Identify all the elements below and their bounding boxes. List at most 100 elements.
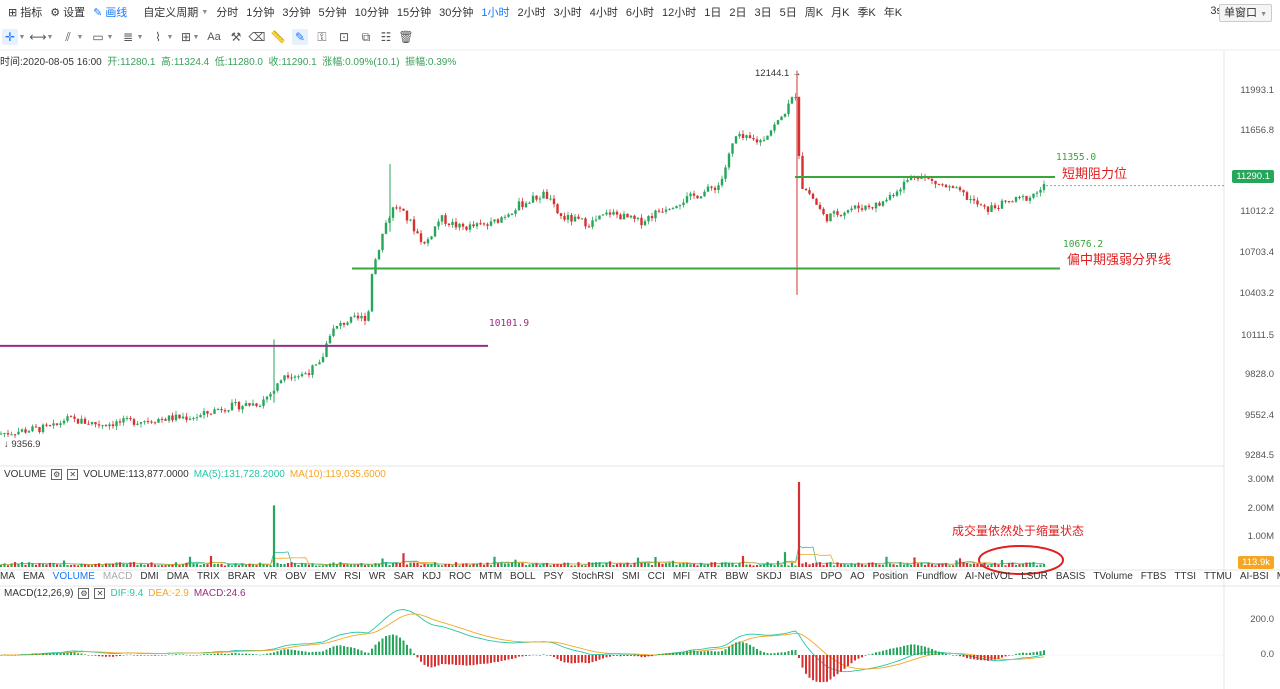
- period-分时[interactable]: 分时: [216, 7, 239, 19]
- indicator-tab-mtm[interactable]: MTM: [479, 571, 503, 582]
- trash-icon[interactable]: 🗑: [398, 30, 414, 44]
- period-12小时[interactable]: 12小时: [662, 7, 697, 19]
- indicator-tab-ttmu[interactable]: TTMU: [1204, 571, 1232, 582]
- trend-line-tool-icon[interactable]: ⫽: [65, 29, 71, 44]
- period-3小时[interactable]: 3小时: [553, 7, 582, 19]
- indicator-tab-tvolume[interactable]: TVolume: [1093, 571, 1133, 582]
- period-3日[interactable]: 3日: [754, 7, 772, 19]
- indicator-tab-fundflow[interactable]: Fundflow: [916, 571, 957, 582]
- indicator-tab-ai-bsi[interactable]: AI-BSI: [1239, 571, 1269, 582]
- period-季K[interactable]: 季K: [857, 7, 876, 19]
- indicator-tab-bias[interactable]: BIAS: [789, 571, 813, 582]
- period-1小时[interactable]: 1小时: [481, 7, 510, 19]
- chevron-down-icon[interactable]: ▼: [192, 33, 200, 41]
- period-5日[interactable]: 5日: [779, 7, 797, 19]
- indicator-tab-trix[interactable]: TRIX: [196, 571, 220, 582]
- period-4小时[interactable]: 4小时: [589, 7, 618, 19]
- period-2小时[interactable]: 2小时: [517, 7, 546, 19]
- eraser-icon[interactable]: ⌫: [248, 30, 266, 44]
- indicator-tab-psy[interactable]: PSY: [543, 571, 564, 582]
- period-2日[interactable]: 2日: [729, 7, 747, 19]
- magnet-icon[interactable]: ✎: [292, 29, 308, 45]
- period-5分钟[interactable]: 5分钟: [318, 7, 347, 19]
- settings-icon[interactable]: ⚙: [51, 469, 63, 480]
- indicator-tab-smi[interactable]: SMI: [621, 571, 640, 582]
- indicator-tab-volume[interactable]: VOLUME: [52, 571, 95, 582]
- chevron-down-icon[interactable]: ▼: [136, 33, 144, 41]
- period-10分钟[interactable]: 10分钟: [354, 7, 389, 19]
- indicator-tab-basis[interactable]: BASIS: [1055, 571, 1086, 582]
- period-6小时[interactable]: 6小时: [625, 7, 654, 19]
- period-1日[interactable]: 1日: [704, 7, 722, 19]
- custom-period-dropdown[interactable]: 自定义周期 ▼: [143, 7, 209, 19]
- crosshair-tool-icon[interactable]: ✛: [2, 29, 18, 45]
- horizontal-ray-tool-icon[interactable]: ⟷: [29, 30, 47, 44]
- indicator-tab-ttsi[interactable]: TTSI: [1174, 571, 1197, 582]
- price-axis[interactable]: 11993.1 11656.8 11012.2 10703.4 10403.2 …: [1224, 60, 1280, 465]
- indicator-tab-position[interactable]: Position: [872, 571, 909, 582]
- indicator-tab-brar[interactable]: BRAR: [227, 571, 256, 582]
- indicator-tab-ma[interactable]: MA: [0, 571, 15, 582]
- indicator-tab-skdj[interactable]: SKDJ: [756, 571, 782, 582]
- period-3分钟[interactable]: 3分钟: [282, 7, 311, 19]
- text-tool-icon[interactable]: Aa: [207, 31, 221, 43]
- indicator-tab-dmi[interactable]: DMI: [140, 571, 159, 582]
- fibonacci-tool-icon[interactable]: ≣: [122, 30, 134, 44]
- lock-icon[interactable]: ⚿: [317, 29, 327, 44]
- indicator-tab-ema[interactable]: EMA: [23, 571, 45, 582]
- hide-icon[interactable]: ⊡: [338, 30, 350, 44]
- indicators-button[interactable]: ⊞ 指标: [8, 6, 43, 20]
- period-30分钟[interactable]: 30分钟: [439, 7, 474, 19]
- indicator-tab-wr[interactable]: WR: [368, 571, 386, 582]
- settings-icon[interactable]: ⚙: [78, 588, 90, 599]
- settings-list-icon[interactable]: ☷: [380, 30, 392, 44]
- indicator-tab-obv[interactable]: OBV: [285, 571, 307, 582]
- indicator-tab-ao[interactable]: AO: [850, 571, 865, 582]
- indicator-tab-mlr[interactable]: MLR: [1277, 571, 1280, 585]
- chevron-down-icon[interactable]: ▼: [76, 33, 84, 41]
- indicator-tab-bbw[interactable]: BBW: [725, 571, 749, 582]
- ruler-icon[interactable]: 📏: [270, 30, 286, 44]
- indicator-tab-kdj[interactable]: KDJ: [422, 571, 442, 582]
- indicator-tab-roc[interactable]: ROC: [449, 571, 472, 582]
- copy-icon[interactable]: ⧉: [361, 29, 371, 44]
- indicator-tab-emv[interactable]: EMV: [314, 571, 337, 582]
- indicator-tab-cci[interactable]: CCI: [647, 571, 665, 582]
- period-1分钟[interactable]: 1分钟: [246, 7, 275, 19]
- close-icon[interactable]: ✕: [94, 588, 106, 599]
- chevron-down-icon[interactable]: ▼: [46, 33, 54, 41]
- indicator-tab-rsi[interactable]: RSI: [344, 571, 361, 582]
- settings-button[interactable]: ⚙ 设置: [50, 6, 86, 20]
- grid-tool-icon[interactable]: ⊞: [180, 30, 192, 44]
- indicator-tab-atr[interactable]: ATR: [698, 571, 718, 582]
- period-周K[interactable]: 周K: [804, 7, 824, 19]
- indicator-tab-ai-netvol[interactable]: AI-NetVOL: [964, 571, 1014, 582]
- candle-body: [69, 416, 73, 418]
- chevron-down-icon[interactable]: ▼: [18, 33, 26, 41]
- chevron-down-icon[interactable]: ▼: [166, 33, 174, 41]
- macd-bar: [689, 650, 692, 655]
- close-icon[interactable]: ✕: [67, 469, 79, 480]
- refresh-interval[interactable]: 3s: [1210, 5, 1222, 17]
- drawing-button[interactable]: ✎ 画线: [93, 6, 128, 20]
- measure-tool-icon[interactable]: ⌇: [155, 30, 161, 44]
- pattern-tool-icon[interactable]: ⚒: [230, 30, 242, 44]
- indicator-tab-dma[interactable]: DMA: [166, 571, 189, 582]
- indicator-tab-lsur[interactable]: LSUR: [1021, 571, 1048, 582]
- period-年K[interactable]: 年K: [883, 7, 903, 19]
- period-月K[interactable]: 月K: [831, 7, 850, 19]
- volume-bar: [52, 562, 55, 567]
- indicator-tab-ftbs[interactable]: FTBS: [1140, 571, 1167, 582]
- indicator-tab-dpo[interactable]: DPO: [820, 571, 843, 582]
- chevron-down-icon[interactable]: ▼: [106, 33, 114, 41]
- indicator-tab-macd[interactable]: MACD: [102, 571, 133, 582]
- indicator-tab-mfi[interactable]: MFI: [672, 571, 691, 582]
- period-15分钟[interactable]: 15分钟: [396, 7, 432, 19]
- indicator-tab-stochrsi[interactable]: StochRSI: [571, 571, 614, 582]
- rectangle-tool-icon[interactable]: ▭: [92, 30, 104, 44]
- indicator-tab-sar[interactable]: SAR: [393, 571, 415, 582]
- indicator-tab-vr[interactable]: VR: [263, 571, 278, 582]
- window-mode-select[interactable]: 单窗口 ▼: [1219, 4, 1272, 22]
- indicator-tab-boll[interactable]: BOLL: [510, 571, 536, 582]
